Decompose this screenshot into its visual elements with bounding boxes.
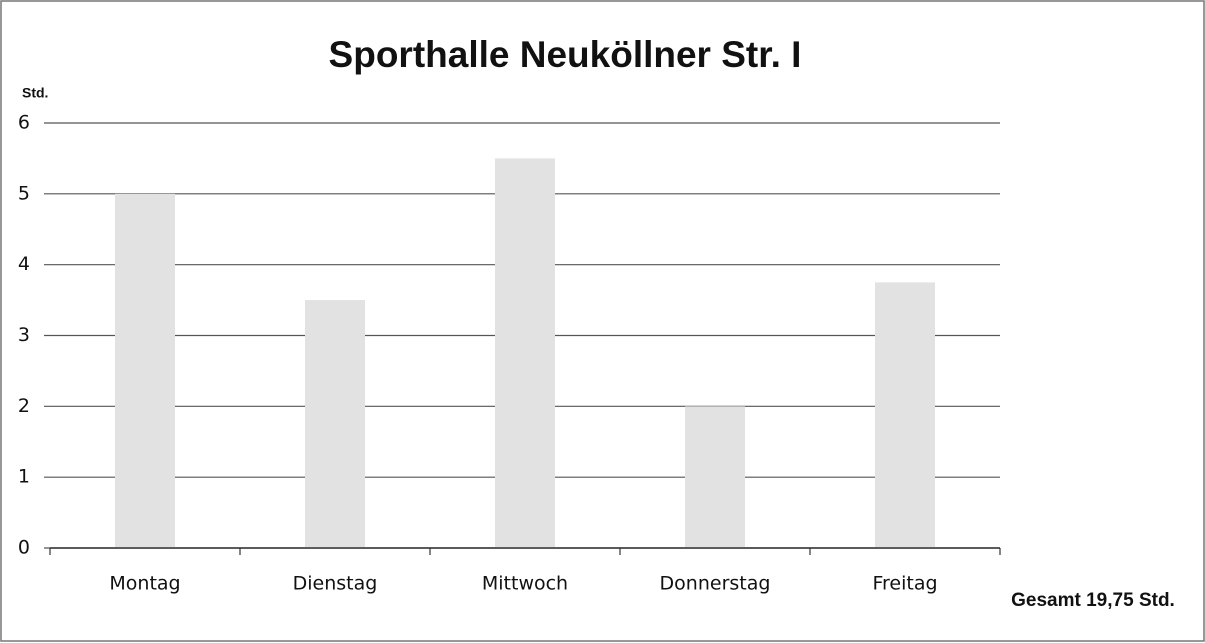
y-tick-label: 6 bbox=[18, 112, 30, 134]
y-tick-label: 2 bbox=[18, 395, 30, 417]
bar bbox=[305, 300, 365, 548]
bar bbox=[495, 158, 555, 548]
y-tick-label: 5 bbox=[18, 182, 30, 204]
x-tick-label: Donnerstag bbox=[660, 573, 771, 595]
y-tick-label: 0 bbox=[18, 537, 30, 559]
y-axis-label: Std. bbox=[22, 85, 48, 101]
y-tick-label: 1 bbox=[18, 466, 30, 488]
annotation: Gesamt 19,75 Std. bbox=[1011, 590, 1175, 611]
x-tick-label: Mittwoch bbox=[482, 573, 568, 595]
x-tick-label: Dienstag bbox=[293, 573, 378, 595]
bar bbox=[685, 406, 745, 548]
y-tick-label: 4 bbox=[18, 253, 30, 275]
bar bbox=[115, 193, 175, 549]
x-tick-label: Freitag bbox=[872, 573, 937, 595]
y-tick-label: 3 bbox=[18, 324, 30, 346]
bar bbox=[875, 282, 935, 548]
x-tick-label: Montag bbox=[109, 573, 180, 595]
chart-title: Sporthalle Neuköllner Str. I bbox=[329, 34, 802, 75]
